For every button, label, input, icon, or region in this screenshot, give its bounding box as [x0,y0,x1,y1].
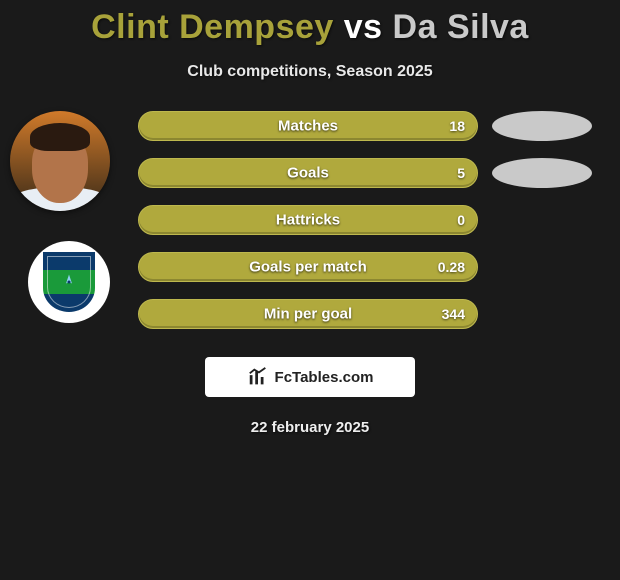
stat-ellipse-right [492,111,592,141]
stat-bar: Min per goal 344 [138,299,478,329]
club-badge-avatar [28,241,110,323]
title-player2: Da Silva [393,8,529,46]
title-vs: vs [344,8,383,46]
stat-value-left: 18 [449,118,465,134]
stat-value-left: 344 [442,306,465,322]
stat-bar: Goals per match 0.28 [138,252,478,282]
club-badge [43,252,95,312]
page-title: Clint Dempsey vs Da Silva [0,0,620,47]
stat-label: Goals per match [249,259,367,276]
stat-row: Hattricks 0 [138,205,600,235]
stat-label: Goals [287,165,329,182]
stat-value-left: 5 [457,165,465,181]
stat-label: Matches [278,118,338,135]
stat-row: Matches 18 [138,111,600,141]
stats-list: Matches 18 Goals 5 Hattricks 0 Goals per match… [138,111,600,329]
avatar-hair [30,123,90,151]
branding-badge: FcTables.com [205,357,415,397]
stat-bar: Hattricks 0 [138,205,478,235]
player-avatar [10,111,110,211]
club-needle-icon [60,273,78,291]
stat-bar: Goals 5 [138,158,478,188]
stat-value-left: 0.28 [438,259,465,275]
stat-value-left: 0 [457,212,465,228]
chart-icon [247,366,269,388]
content-area: Matches 18 Goals 5 Hattricks 0 Goals per match… [0,111,620,329]
subtitle: Club competitions, Season 2025 [0,63,620,81]
stat-label: Min per goal [264,306,352,323]
stat-ellipse-right [492,158,592,188]
branding-text: FcTables.com [275,369,374,386]
footer-date: 22 february 2025 [0,419,620,436]
stat-row: Min per goal 344 [138,299,600,329]
stat-label: Hattricks [276,212,340,229]
stat-row: Goals 5 [138,158,600,188]
stat-row: Goals per match 0.28 [138,252,600,282]
stat-bar: Matches 18 [138,111,478,141]
title-player1: Clint Dempsey [91,8,334,46]
